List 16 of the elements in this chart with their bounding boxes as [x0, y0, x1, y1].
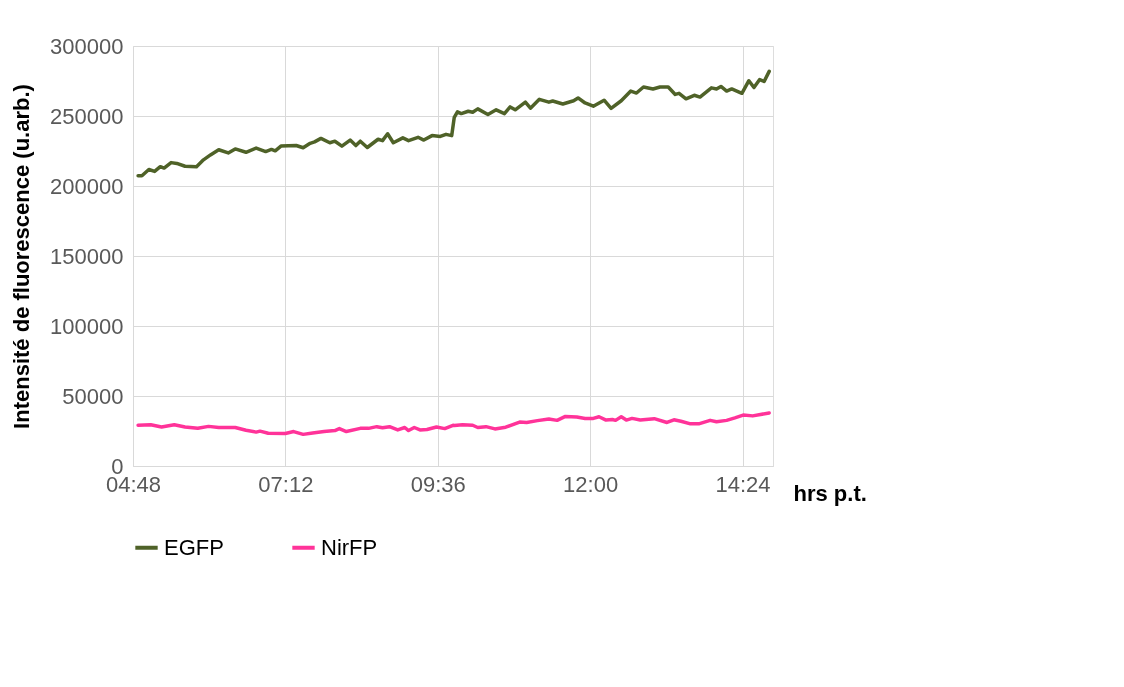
y-tick-label: 150000: [50, 243, 124, 269]
line-series: [136, 69, 771, 178]
legend-label: EGFP: [164, 534, 224, 560]
x-axis-title: hrs p.t.: [793, 480, 867, 506]
line-series: [136, 411, 771, 437]
y-tick-label: 100000: [50, 313, 124, 339]
y-tick-label: 250000: [50, 103, 124, 129]
y-axis-title: Intensité de fluorescence (u.arb.): [9, 84, 35, 429]
x-tick-label: 14:24: [715, 471, 771, 497]
y-tick-label: 200000: [50, 173, 124, 199]
y-tick-label: 300000: [50, 33, 124, 59]
x-tick-label: 09:36: [410, 471, 466, 497]
y-tick-label: 50000: [62, 383, 124, 409]
x-tick-label: 12:00: [563, 471, 619, 497]
x-tick-label: 07:12: [258, 471, 314, 497]
legend-label: NirFP: [321, 534, 378, 560]
